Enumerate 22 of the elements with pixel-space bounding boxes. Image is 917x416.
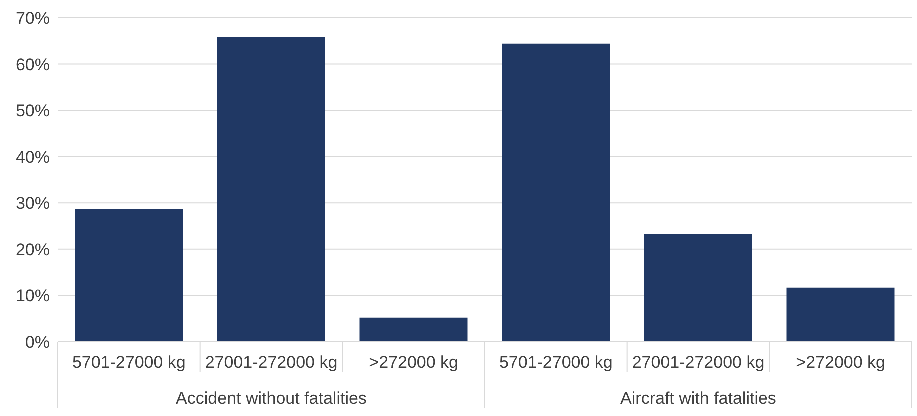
y-tick-label: 10% — [16, 286, 50, 306]
y-tick-label: 60% — [16, 55, 50, 74]
x-tick-label: 27001-272000 kg — [632, 353, 765, 372]
bar — [360, 318, 468, 342]
bar — [644, 234, 752, 342]
x-tick-label: >272000 kg — [796, 353, 886, 372]
y-tick-label: 30% — [16, 194, 50, 214]
text: Accident without fatalities — [176, 389, 367, 408]
bar — [217, 36, 326, 342]
text: Aircraft with fatalities — [620, 389, 776, 408]
bar — [75, 209, 184, 342]
bar — [786, 288, 895, 342]
y-tick-label: 40% — [16, 148, 50, 167]
x-tick-label: >272000 kg — [369, 353, 459, 372]
bar — [502, 44, 610, 342]
x-tick-label: 27001-272000 kg — [205, 353, 338, 372]
x-tick-label: 5701-27000 kg — [499, 353, 613, 372]
x-tick-label: 5701-27000 kg — [72, 353, 186, 372]
y-tick-label: 0% — [25, 333, 50, 352]
y-tick-label: 20% — [16, 240, 50, 260]
y-tick-label: 70% — [16, 9, 50, 28]
y-tick-label: 50% — [16, 102, 50, 121]
